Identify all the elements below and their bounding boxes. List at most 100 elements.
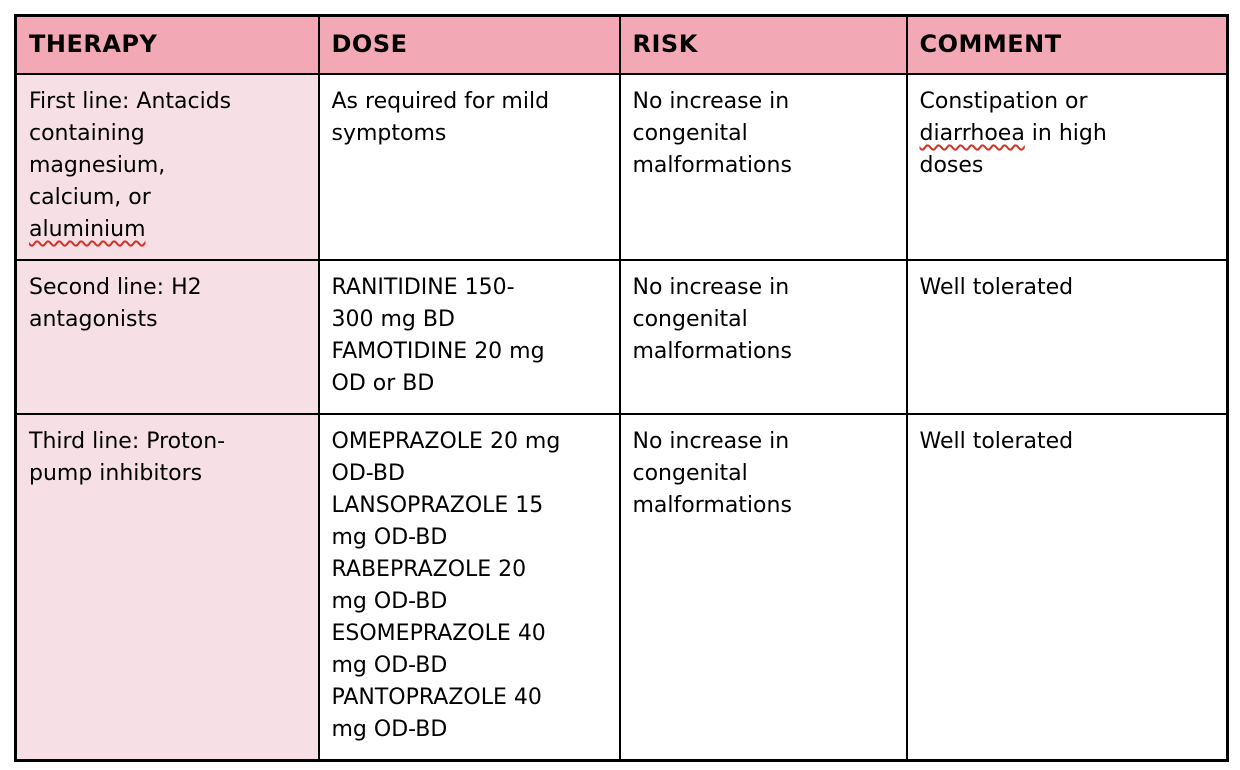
cell-line: First line: Antacids (29, 86, 306, 118)
dose-cell: OMEPRAZOLE 20 mg OD-BD LANSOPRAZOLE 15 mg O… (317, 413, 621, 762)
cell-text: congenital (632, 121, 748, 146)
cell-line: diarrhoea in high (920, 118, 1215, 150)
cell-line: mg OD-BD (332, 586, 607, 618)
col-header-risk: RISK (618, 14, 908, 75)
col-header-comment: COMMENT (905, 14, 1229, 75)
cell-line: malformations (633, 490, 894, 522)
cell-line: Well tolerated (920, 426, 1215, 458)
cell-line: calcium, or (29, 182, 306, 214)
cell-line: As required for mild (332, 86, 607, 118)
cell-text: pump inhibitors (29, 461, 203, 486)
cell-text: mg OD-BD (331, 589, 448, 614)
cell-line: No increase in (633, 86, 894, 118)
cell-line: malformations (633, 336, 894, 368)
cell-text: OMEPRAZOLE 20 mg (331, 429, 561, 454)
cell-text: Constipation or (919, 89, 1088, 114)
comment-cell: Well tolerated (905, 413, 1229, 762)
therapy-cell: First line: Antacids containing magnesium,… (14, 73, 320, 261)
cell-text: OD-BD (331, 461, 405, 486)
cell-text: congenital (632, 461, 748, 486)
cell-line: OMEPRAZOLE 20 mg (332, 426, 607, 458)
cell-line: symptoms (332, 118, 607, 150)
cell-line: RANITIDINE 150- (332, 272, 607, 304)
cell-line: Well tolerated (920, 272, 1215, 304)
cell-line: mg OD-BD (332, 714, 607, 746)
cell-line: mg OD-BD (332, 650, 607, 682)
cell-text: calcium, or (29, 185, 151, 210)
comment-cell: Constipation or diarrhoea in high doses (905, 73, 1229, 261)
cell-text: 300 mg BD (331, 307, 455, 332)
cell-line: Second line: H2 (29, 272, 306, 304)
cell-line: ESOMEPRAZOLE 40 (332, 618, 607, 650)
cell-line: congenital (633, 458, 894, 490)
cell-line: LANSOPRAZOLE 15 (332, 490, 607, 522)
cell-text: PANTOPRAZOLE 40 (331, 685, 542, 710)
cell-text: antagonists (29, 307, 158, 332)
cell-text: Second line: H2 (29, 275, 202, 300)
cell-line: RABEPRAZOLE 20 (332, 554, 607, 586)
cell-line: PANTOPRAZOLE 40 (332, 682, 607, 714)
cell-line: No increase in (633, 272, 894, 304)
cell-line: Constipation or (920, 86, 1215, 118)
misspelled-word: aluminium (29, 217, 146, 242)
cell-text: First line: Antacids (29, 89, 232, 114)
header-row: THERAPY DOSE RISK COMMENT (14, 14, 1229, 75)
cell-line: containing (29, 118, 306, 150)
cell-line: antagonists (29, 304, 306, 336)
cell-line: Third line: Proton- (29, 426, 306, 458)
table-row: First line: Antacids containing magnesium,… (14, 73, 1229, 261)
cell-text: mg OD-BD (331, 717, 448, 742)
risk-cell: No increase in congenital malformations (618, 259, 908, 415)
col-header-therapy: THERAPY (14, 14, 320, 75)
cell-text: symptoms (331, 121, 447, 146)
cell-line: No increase in (633, 426, 894, 458)
cell-text: Well tolerated (919, 275, 1074, 300)
cell-text: malformations (632, 493, 792, 518)
cell-line: OD or BD (332, 368, 607, 400)
cell-text: Third line: Proton- (29, 429, 226, 454)
cell-text: As required for mild (331, 89, 550, 114)
risk-cell: No increase in congenital malformations (618, 413, 908, 762)
cell-text: magnesium, (29, 153, 166, 178)
table-body: First line: Antacids containing magnesium,… (14, 73, 1229, 762)
cell-text: RANITIDINE 150- (331, 275, 515, 300)
cell-text: malformations (632, 153, 792, 178)
cell-line: mg OD-BD (332, 522, 607, 554)
cell-line: pump inhibitors (29, 458, 306, 490)
therapy-table: THERAPY DOSE RISK COMMENT First line: An… (14, 14, 1229, 762)
cell-text: FAMOTIDINE 20 mg (331, 339, 545, 364)
col-header-dose: DOSE (317, 14, 621, 75)
cell-text: congenital (632, 307, 748, 332)
therapy-table-container: THERAPY DOSE RISK COMMENT First line: An… (14, 14, 1229, 762)
cell-text: RABEPRAZOLE 20 (331, 557, 527, 582)
dose-cell: As required for mild symptoms (317, 73, 621, 261)
cell-line: congenital (633, 304, 894, 336)
cell-line: 300 mg BD (332, 304, 607, 336)
cell-text: containing (29, 121, 145, 146)
cell-line: OD-BD (332, 458, 607, 490)
cell-text: mg OD-BD (331, 653, 448, 678)
misspelled-word: diarrhoea (919, 121, 1025, 146)
dose-cell: RANITIDINE 150- 300 mg BD FAMOTIDINE 20 mg… (317, 259, 621, 415)
cell-line: congenital (633, 118, 894, 150)
cell-line: FAMOTIDINE 20 mg (332, 336, 607, 368)
therapy-cell: Second line: H2 antagonists (14, 259, 320, 415)
cell-line: doses (920, 150, 1215, 182)
comment-cell: Well tolerated (905, 259, 1229, 415)
table-row: Third line: Proton-pump inhibitors OMEPRA… (14, 413, 1229, 762)
cell-text: No increase in (632, 429, 790, 454)
cell-line: magnesium, (29, 150, 306, 182)
table-row: Second line: H2 antagonists RANITIDINE 150… (14, 259, 1229, 415)
cell-text: mg OD-BD (331, 525, 448, 550)
cell-text: ESOMEPRAZOLE 40 (331, 621, 546, 646)
cell-text: OD or BD (331, 371, 435, 396)
cell-text: Well tolerated (919, 429, 1074, 454)
cell-text: LANSOPRAZOLE 15 (331, 493, 544, 518)
cell-text: malformations (632, 339, 792, 364)
cell-line: malformations (633, 150, 894, 182)
cell-line: aluminium (29, 214, 306, 246)
risk-cell: No increase in congenital malformations (618, 73, 908, 261)
cell-text: No increase in (632, 89, 790, 114)
cell-text: in high (1024, 121, 1107, 146)
cell-text: doses (919, 153, 984, 178)
